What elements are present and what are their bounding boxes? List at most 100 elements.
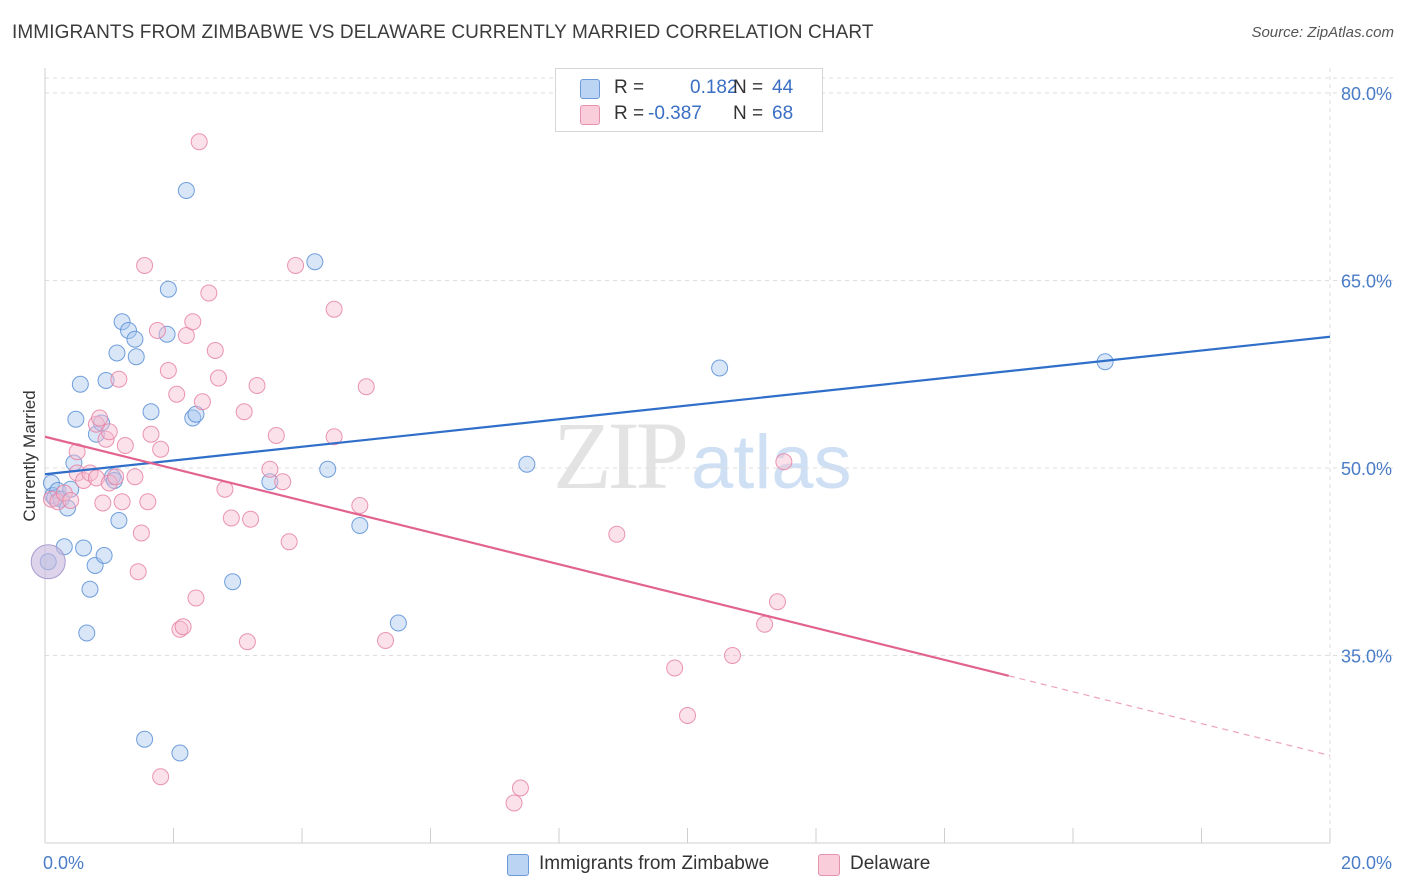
delaware-point (206, 342, 224, 359)
delaware-point (168, 385, 186, 403)
legend-row-delaware: R = -0.387 N = 68 (556, 101, 822, 127)
delaware-point (177, 327, 195, 344)
legend-r-value: 0.182 (690, 77, 738, 98)
delaware-point (113, 493, 131, 511)
legend-swatch-pink (580, 105, 600, 125)
zimbabwe-point (81, 580, 99, 598)
legend-r-value: -0.387 (648, 103, 702, 124)
delaware-point (608, 525, 626, 543)
bottom-legend-swatch-pink (818, 854, 840, 876)
delaware-point (152, 768, 170, 786)
bottom-legend-label: Delaware (850, 853, 931, 874)
grid-lines (45, 68, 1395, 843)
zimbabwe-point (389, 614, 407, 632)
delaware-point (679, 707, 696, 724)
zimbabwe-point (75, 539, 93, 557)
delaware-point (723, 647, 741, 664)
zimbabwe-point (87, 425, 105, 443)
zimbabwe-point (142, 403, 160, 421)
zimbabwe-point (158, 325, 176, 343)
delaware-point (94, 494, 112, 512)
zimbabwe-point (306, 253, 324, 271)
zimbabwe-point (319, 460, 337, 478)
series-zimbabwe-points (30, 182, 1114, 762)
zimbabwe-point (78, 624, 96, 642)
zimbabwe-point (113, 313, 131, 331)
x-tick-label-min: 0.0% (43, 853, 84, 873)
y-tick-label: 50.0% (1341, 459, 1392, 479)
delaware-point (267, 427, 285, 444)
delaware-point (142, 425, 160, 443)
delaware-point (511, 779, 529, 797)
delaware-point (325, 428, 343, 446)
zimbabwe-point (67, 410, 85, 428)
trend-lines (44, 335, 1331, 757)
delaware-point (222, 509, 240, 527)
zimbabwe-point (177, 182, 195, 199)
series-delaware-points (42, 133, 793, 812)
zimbabwe-point (171, 744, 189, 762)
zimbabwe-point-large (30, 544, 66, 580)
zimbabwe-point (120, 322, 138, 339)
delaware-point (132, 524, 150, 542)
delaware-point (274, 473, 292, 491)
delaware-point (171, 620, 189, 638)
delaware-point (768, 593, 786, 611)
delaware-point (100, 474, 118, 492)
delaware-point (200, 284, 218, 302)
delaware-point (209, 369, 227, 387)
delaware-point (100, 423, 118, 441)
zimbabwe-point (159, 280, 177, 298)
delaware-point (116, 437, 134, 454)
delaware-point (107, 468, 125, 486)
delaware-point (159, 362, 177, 379)
legend-r-label: R = (614, 77, 645, 98)
zimbabwe-point (351, 517, 369, 534)
y-tick-label: 65.0% (1341, 272, 1392, 292)
watermark-atlas: atlas (691, 420, 852, 505)
zimbabwe-point (126, 330, 144, 348)
y-axis-label: Currently Married (20, 390, 39, 521)
zimbabwe-point (110, 512, 128, 529)
delaware-point (136, 257, 154, 274)
y-tick-label: 80.0% (1341, 84, 1392, 104)
tick-labels: 35.0% 50.0% 65.0% 80.0% 0.0% 20.0% (43, 84, 1392, 873)
delaware-point (775, 453, 793, 471)
legend-n-label: N = (733, 77, 764, 98)
delaware-point (187, 589, 205, 607)
zimbabwe-point (95, 547, 113, 564)
legend-n-value: 44 (772, 77, 794, 98)
legend-n-label: N = (733, 103, 764, 124)
delaware-point (242, 510, 260, 528)
watermark-zip: ZIP (553, 402, 689, 509)
delaware-point (377, 632, 395, 649)
delaware-point (756, 615, 774, 633)
delaware-point (261, 460, 279, 478)
legend-row-zimbabwe: R = 0.182 N = 44 (556, 75, 822, 101)
delaware-point (238, 633, 256, 651)
x-tick-label-max: 20.0% (1341, 853, 1392, 873)
delaware-point (174, 618, 192, 636)
zimbabwe-point (136, 730, 154, 748)
delaware-point (87, 469, 105, 487)
delaware-point (126, 468, 144, 486)
delaware-point (148, 322, 166, 339)
correlation-legend: R = 0.182 N = 44 R = -0.387 N = 68 (555, 68, 823, 132)
legend-r-label: R = (614, 103, 645, 124)
legend-swatch-blue (580, 79, 600, 99)
delaware-point (351, 497, 369, 514)
zimbabwe-point (108, 344, 126, 362)
delaware-point (190, 133, 208, 151)
source-label: Source: ZipAtlas.com (1251, 24, 1394, 41)
delaware-trend-line (44, 435, 1010, 677)
zimbabwe-trend-line (44, 335, 1331, 476)
delaware-point (184, 313, 202, 331)
delaware-point (152, 440, 170, 458)
zimbabwe-point (711, 359, 729, 377)
delaware-point (110, 370, 128, 388)
delaware-trend-line-extension (1008, 675, 1331, 757)
delaware-point (235, 403, 253, 421)
delaware-point (49, 493, 67, 511)
bottom-legend-swatch-blue (507, 854, 529, 876)
delaware-point (248, 377, 266, 394)
